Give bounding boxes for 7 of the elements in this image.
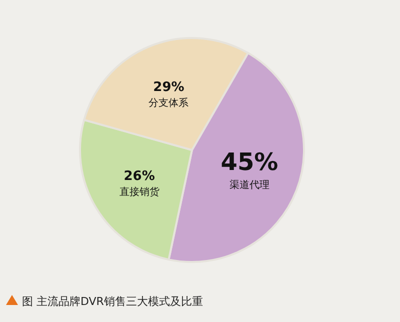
data-label: 29% xyxy=(153,80,184,95)
data-label: 26% xyxy=(124,168,155,184)
slice-label: 直接销货 xyxy=(119,186,160,198)
slice-label: 渠道代理 xyxy=(230,179,270,192)
data-label: 45% xyxy=(220,148,278,176)
slice-label: 分支体系 xyxy=(148,96,189,109)
text: 图 主流品牌DVR销售三大模式及比重 xyxy=(22,295,203,308)
